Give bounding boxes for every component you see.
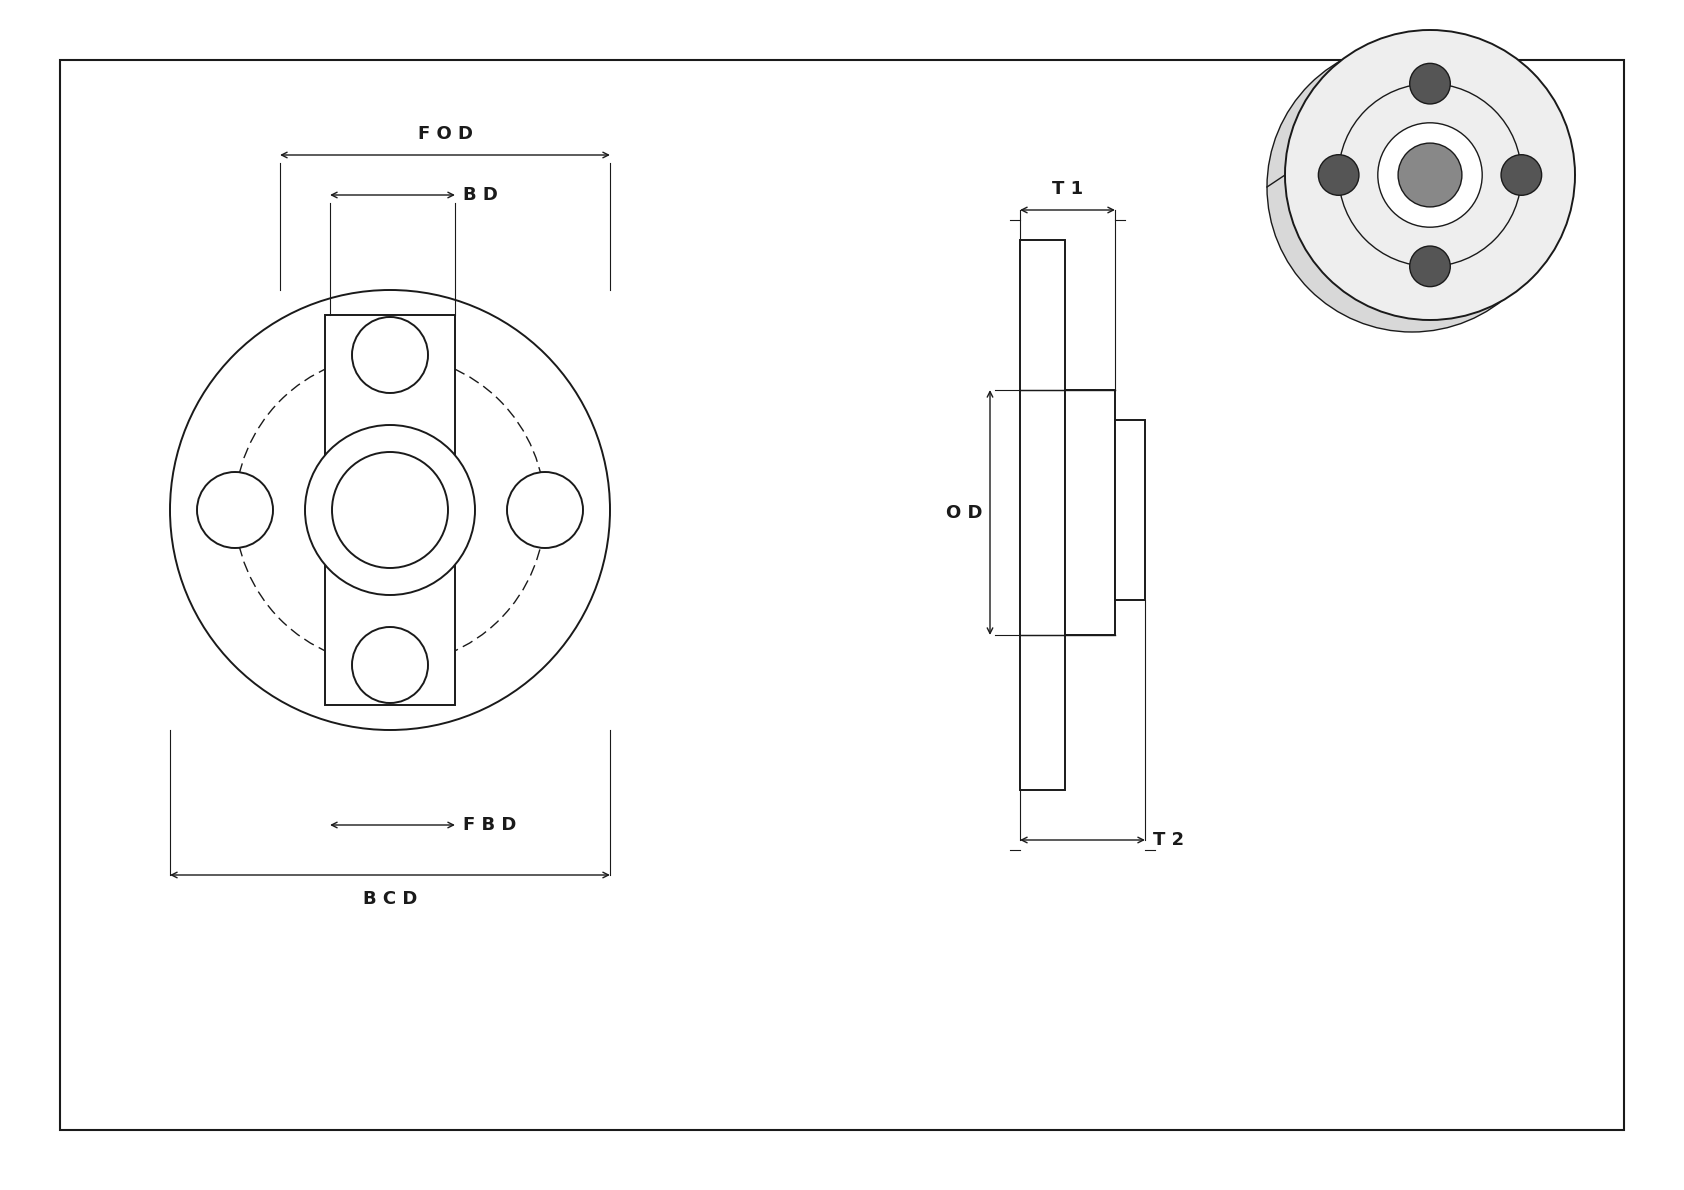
Ellipse shape [1285,30,1575,320]
Circle shape [352,627,428,703]
Bar [1064,390,1115,635]
Bar [325,315,455,704]
Bar [1021,240,1064,790]
Ellipse shape [1339,83,1521,267]
Ellipse shape [1410,63,1450,104]
Ellipse shape [1266,42,1558,332]
Text: O D: O D [945,503,982,521]
Circle shape [197,472,273,549]
Circle shape [170,290,610,729]
Text: T 1: T 1 [1052,180,1083,198]
Text: T 2: T 2 [1154,831,1184,848]
Text: B D: B D [463,186,498,203]
Ellipse shape [1500,155,1541,195]
Bar [1115,420,1145,600]
Bar [61,60,1623,1130]
Ellipse shape [1398,143,1462,207]
Ellipse shape [1319,155,1359,195]
Circle shape [332,452,448,568]
Circle shape [507,472,583,549]
Text: F O D: F O D [418,125,473,143]
Text: B C D: B C D [362,890,418,908]
Text: F B D: F B D [463,816,517,834]
Ellipse shape [1378,123,1482,227]
Ellipse shape [1410,246,1450,287]
Circle shape [305,425,475,595]
Circle shape [352,317,428,393]
